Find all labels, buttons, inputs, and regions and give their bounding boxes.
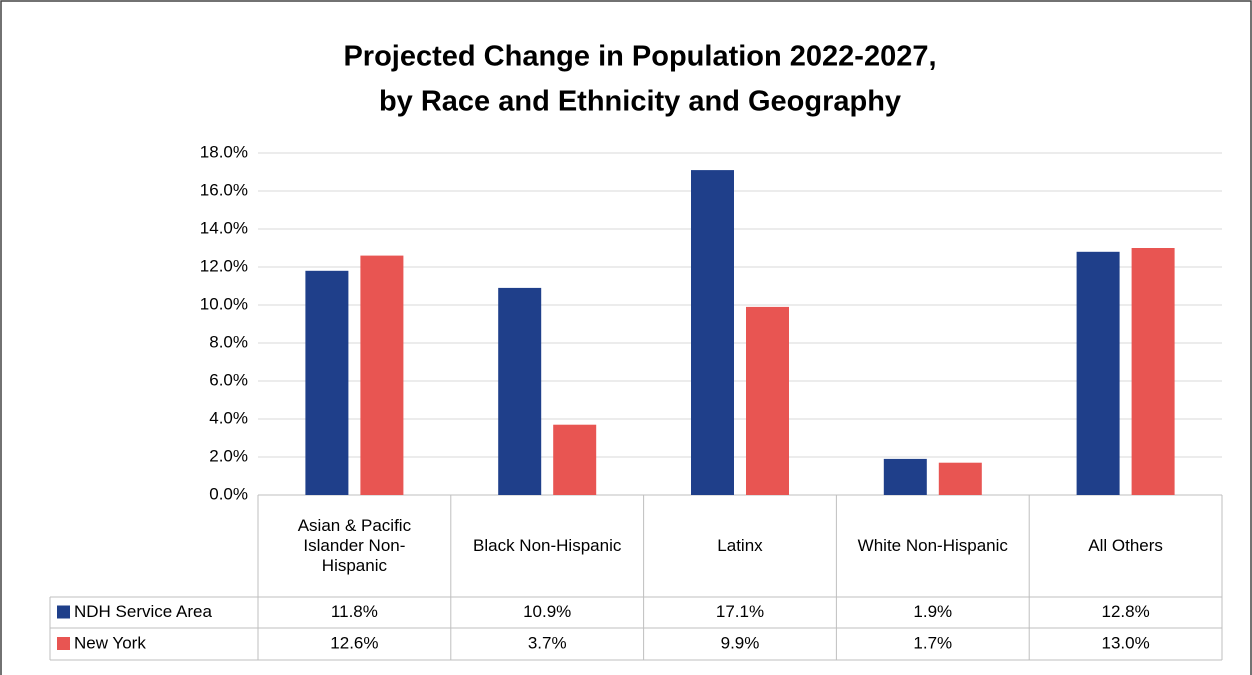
data-label: 12.8% [1101, 602, 1149, 621]
chart-title: by Race and Ethnicity and Geography [379, 86, 901, 118]
y-tick-label: 10.0% [200, 294, 248, 313]
data-label: 12.6% [330, 633, 378, 652]
bar [1131, 248, 1175, 495]
data-label: 1.9% [913, 602, 952, 621]
chart-title: Projected Change in Population 2022-2027… [343, 41, 936, 73]
data-label: 9.9% [721, 633, 760, 652]
y-tick-label: 8.0% [209, 332, 248, 351]
y-tick-label: 4.0% [209, 408, 248, 427]
y-tick-label: 12.0% [200, 256, 248, 275]
y-tick-label: 0.0% [209, 484, 248, 503]
legend-label: NDH Service Area [74, 602, 212, 621]
y-tick-label: 16.0% [200, 180, 248, 199]
bar [553, 424, 597, 495]
data-label: 11.8% [331, 602, 378, 621]
x-tick-label: Asian & Pacific Islander Non-Hispanic [297, 516, 412, 575]
legend-key [57, 637, 70, 650]
x-tick-label: Latinx [717, 536, 763, 555]
bar [498, 287, 542, 495]
x-tick-label-box: All Others [1088, 536, 1163, 555]
bar [883, 458, 927, 495]
bar [1076, 251, 1120, 495]
bar [360, 255, 404, 495]
x-tick-label-box: Latinx [717, 536, 763, 555]
bar [938, 462, 982, 495]
legend-key [57, 605, 70, 619]
y-tick-label: 2.0% [209, 446, 248, 465]
y-tick-label: 6.0% [209, 370, 248, 389]
y-tick-label: 14.0% [200, 218, 248, 237]
data-label: 17.1% [716, 602, 764, 621]
y-tick-label: 18.0% [200, 142, 248, 161]
data-label: 1.7% [913, 633, 952, 652]
x-tick-label: All Others [1088, 536, 1163, 555]
legend-label: New York [74, 633, 146, 652]
bar [305, 270, 349, 495]
x-tick-label-box: Black Non-Hispanic [473, 536, 622, 555]
x-tick-label-box: White Non-Hispanic [857, 536, 1008, 555]
x-tick-label: White Non-Hispanic [857, 536, 1008, 555]
x-tick-label: Black Non-Hispanic [473, 536, 622, 555]
bar [746, 306, 789, 495]
x-tick-label-box: Asian & Pacific Islander Non-Hispanic [297, 516, 412, 575]
bar [691, 170, 734, 495]
data-label: 3.7% [528, 633, 567, 652]
data-label: 13.0% [1101, 633, 1149, 652]
data-label: 10.9% [523, 602, 571, 621]
